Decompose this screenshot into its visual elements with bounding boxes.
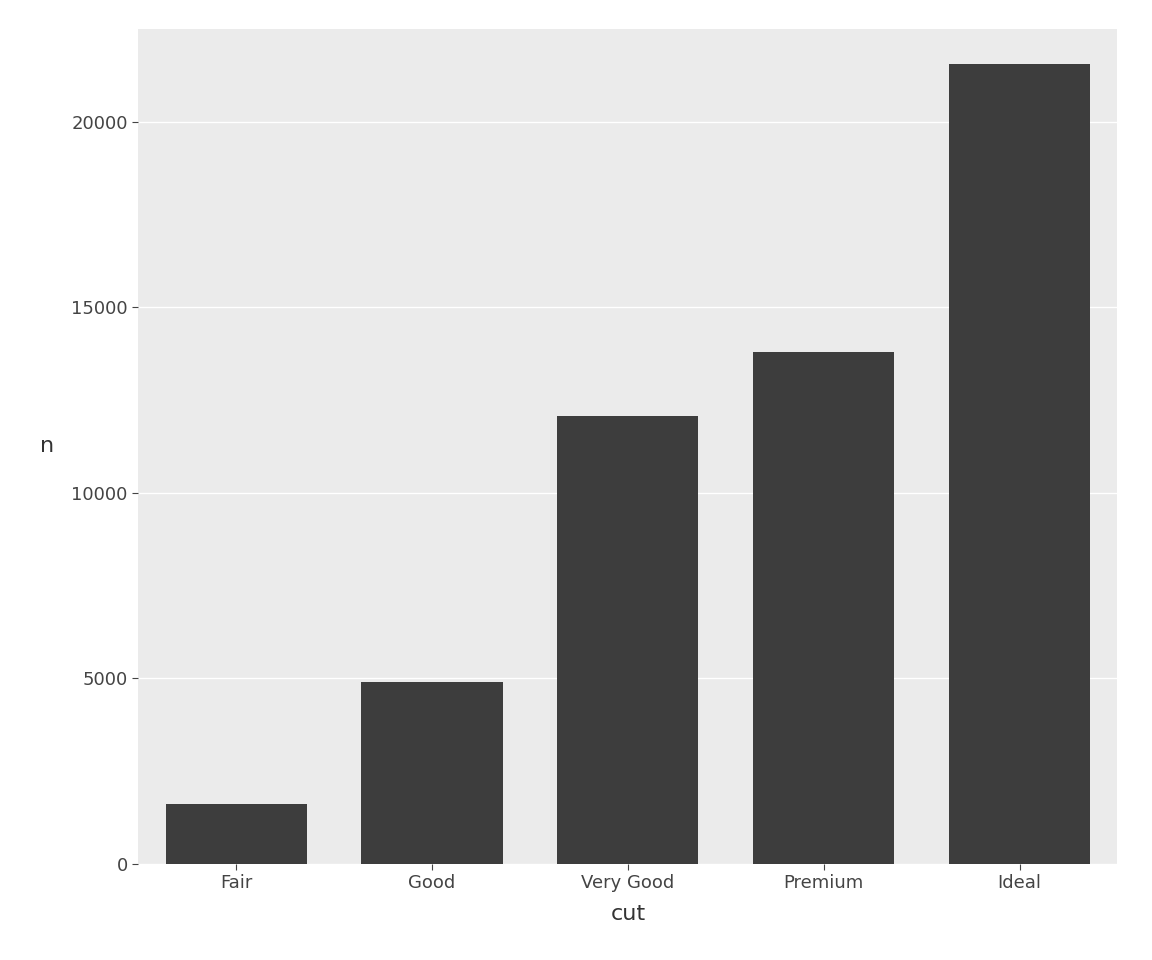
Bar (753, 352, 894, 864)
Y-axis label: n: n (40, 437, 54, 456)
Bar (558, 416, 698, 864)
X-axis label: cut: cut (611, 903, 645, 924)
Bar (166, 804, 306, 864)
Bar (362, 682, 502, 864)
Bar (949, 64, 1090, 864)
